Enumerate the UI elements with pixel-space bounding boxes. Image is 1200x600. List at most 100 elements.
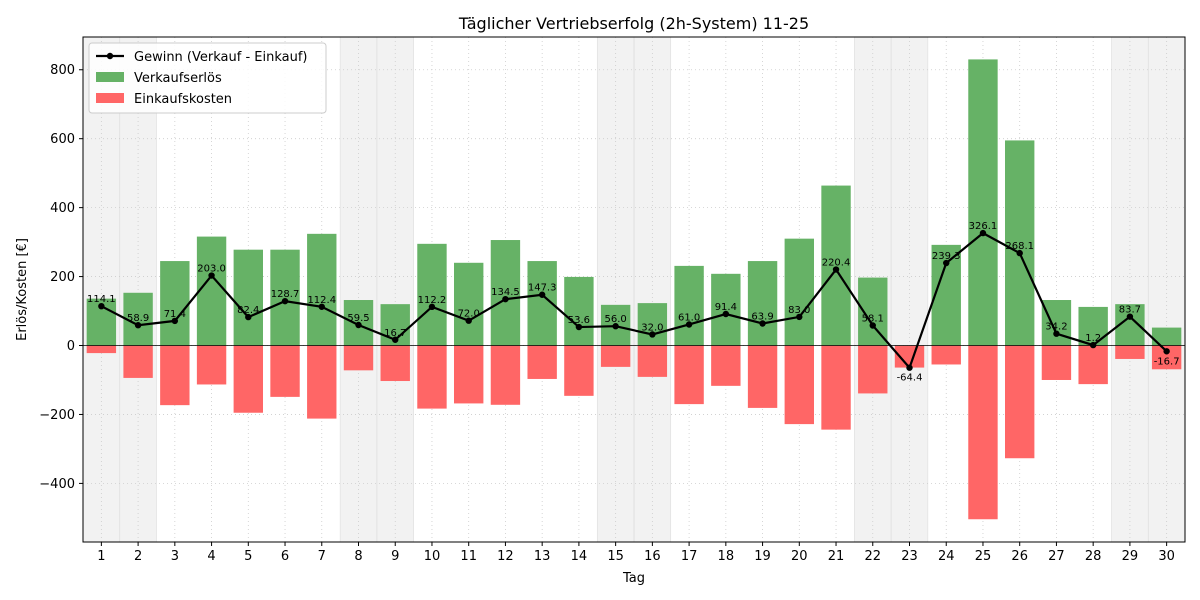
profit-data-label: 16.7 bbox=[384, 328, 406, 339]
profit-point bbox=[685, 321, 693, 328]
sales-bar bbox=[196, 236, 227, 346]
cost-bar bbox=[1005, 345, 1035, 459]
profit-point bbox=[1126, 313, 1134, 320]
x-tick-label: 13 bbox=[534, 549, 551, 564]
x-tick-label: 3 bbox=[171, 549, 179, 564]
x-tick-label: 17 bbox=[681, 549, 698, 564]
y-axis: −400 −200 0 200 400 600 800 bbox=[39, 63, 83, 492]
profit-data-label: 32.0 bbox=[641, 322, 663, 333]
sales-bar bbox=[564, 276, 594, 346]
sales-bar bbox=[490, 240, 521, 346]
profit-polyline bbox=[100, 231, 1168, 370]
legend-label: Gewinn (Verkauf - Einkauf) bbox=[134, 50, 307, 65]
legend-box bbox=[88, 42, 327, 114]
profit-point bbox=[465, 317, 472, 324]
x-tick-label: 27 bbox=[1048, 549, 1065, 564]
cost-bar bbox=[711, 345, 741, 386]
profit-data-label: 112.2 bbox=[418, 295, 447, 306]
profit-point bbox=[979, 229, 987, 237]
profit-point bbox=[869, 322, 876, 329]
profit-data-label: -16.7 bbox=[1154, 356, 1180, 367]
profit-data-label: 58.9 bbox=[127, 313, 149, 324]
profit-data-label: 82.4 bbox=[237, 305, 259, 316]
profit-data-label: 114.1 bbox=[87, 294, 116, 305]
profit-point bbox=[208, 272, 215, 279]
profit-data-label: 268.1 bbox=[1005, 241, 1034, 252]
profit-point bbox=[906, 364, 913, 371]
profit-point bbox=[759, 320, 766, 327]
y-tick-label: 600 bbox=[50, 132, 75, 147]
profit-point bbox=[171, 317, 179, 325]
x-tick-label: 15 bbox=[607, 549, 624, 564]
profit-data-label: 91.4 bbox=[715, 302, 737, 313]
x-tick-label: 11 bbox=[460, 549, 477, 564]
cost-bar bbox=[1151, 345, 1182, 370]
cost-bar bbox=[527, 345, 557, 379]
x-tick-label: 19 bbox=[754, 549, 771, 564]
sales-bar bbox=[233, 249, 263, 346]
y-tick-label: −400 bbox=[39, 477, 75, 492]
x-tick-label: 28 bbox=[1085, 549, 1102, 564]
profit-data-label: 59.5 bbox=[347, 313, 369, 324]
profit-data-label: 134.5 bbox=[491, 287, 520, 298]
x-tick-label: 25 bbox=[975, 549, 992, 564]
legend-label: Verkaufserlös bbox=[134, 71, 222, 86]
profit-point bbox=[245, 313, 252, 321]
x-tick-label: 2 bbox=[134, 549, 142, 564]
profit-point bbox=[575, 323, 583, 331]
sales-bar bbox=[711, 273, 741, 346]
cost-bar bbox=[1115, 345, 1145, 359]
profit-data-label: 56.0 bbox=[605, 314, 627, 325]
sales-bar bbox=[417, 243, 447, 346]
sales-bar bbox=[968, 59, 998, 346]
sales-bar bbox=[1041, 300, 1072, 346]
cost-bar bbox=[160, 345, 190, 406]
cost-bar bbox=[343, 345, 374, 371]
x-tick-label: 9 bbox=[391, 549, 399, 564]
data-labels: 114.1 58.9 71.4 203.0 82.4 128.7 112.4 59.5 16.7… bbox=[87, 221, 1180, 384]
profit-point bbox=[1163, 348, 1170, 355]
sales-bar bbox=[1078, 306, 1108, 346]
profit-point bbox=[943, 259, 950, 267]
cost-bar bbox=[123, 345, 153, 378]
profit-data-label: 147.3 bbox=[528, 283, 557, 294]
x-tick-label: 22 bbox=[864, 549, 881, 564]
profit-point bbox=[1016, 249, 1023, 257]
cost-bar bbox=[674, 345, 704, 405]
y-tick-label: −200 bbox=[39, 408, 75, 423]
x-axis-label: Tag bbox=[622, 571, 645, 586]
sales-bar bbox=[747, 261, 778, 346]
profit-data-label: 203.0 bbox=[197, 264, 226, 275]
profit-point bbox=[612, 323, 619, 330]
cost-bar bbox=[968, 345, 998, 520]
profit-data-label: 72.0 bbox=[458, 309, 480, 320]
profit-line bbox=[98, 229, 1170, 371]
y-tick-label: 800 bbox=[50, 63, 75, 78]
x-tick-label: 16 bbox=[644, 549, 661, 564]
profit-point bbox=[538, 291, 546, 298]
sales-bar bbox=[674, 265, 704, 346]
profit-point bbox=[428, 303, 436, 311]
profit-data-label: 112.4 bbox=[307, 295, 336, 306]
cost-bar bbox=[270, 345, 300, 397]
legend-bar-swatch bbox=[96, 93, 124, 103]
profit-data-label: 53.6 bbox=[568, 315, 590, 326]
profit-point bbox=[649, 331, 656, 338]
profit-point bbox=[1089, 341, 1097, 349]
profit-point bbox=[318, 303, 325, 310]
x-axis: 1 2 3 4 5 6 7 8 9 10 11 12 13 14 15 16 17 18 19 20 21 22 23 24 2… bbox=[97, 542, 1175, 564]
x-tick-label: 23 bbox=[901, 549, 918, 564]
y-axis-label: Erlös/Kosten [€] bbox=[15, 238, 30, 341]
cost-bar bbox=[307, 345, 337, 419]
cost-bar bbox=[931, 345, 961, 365]
profit-point bbox=[98, 302, 105, 310]
profit-data-label: 220.4 bbox=[822, 258, 851, 269]
profit-point bbox=[355, 321, 362, 329]
x-tick-label: 26 bbox=[1011, 549, 1028, 564]
sales-bar bbox=[637, 303, 668, 346]
x-tick-label: 29 bbox=[1122, 549, 1139, 564]
x-tick-label: 24 bbox=[938, 549, 955, 564]
x-tick-label: 8 bbox=[354, 549, 362, 564]
cost-bar bbox=[858, 345, 888, 394]
y-tick-label: 200 bbox=[50, 270, 75, 285]
